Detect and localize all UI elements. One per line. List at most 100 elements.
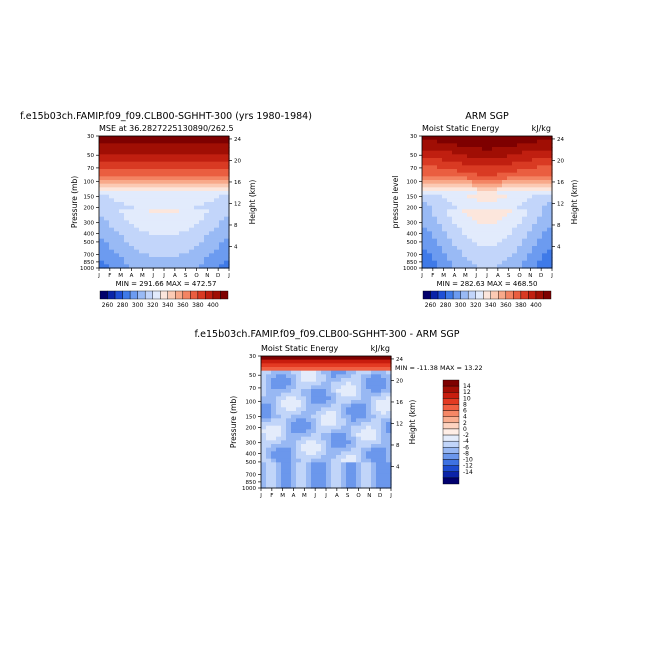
panel1-cell: [199, 224, 205, 229]
panel3-cell: [361, 425, 367, 430]
panel2-cell: [477, 154, 483, 159]
panel3-cell: [321, 469, 327, 474]
panel3-cell: [316, 418, 322, 423]
panel1-cell: [204, 136, 210, 141]
panel2-cell: [537, 216, 543, 221]
panel1-cell: [224, 198, 230, 203]
panel2-cell: [507, 249, 513, 254]
panel2-cell: [447, 147, 453, 152]
panel1-cell: [149, 194, 155, 199]
panel3-cell: [266, 367, 272, 372]
panel2-cell: [497, 180, 503, 185]
panel2-cell: [482, 169, 488, 174]
panel2-cell: [422, 220, 428, 225]
panel3-cell: [331, 477, 337, 482]
panel3-cell: [296, 414, 302, 419]
panel2-cell: [522, 235, 528, 240]
panel3-cell: [341, 484, 347, 489]
panel1-cell: [169, 209, 175, 214]
panel2-cell: [447, 257, 453, 262]
panel1-cell: [159, 191, 165, 196]
panel2-cell: [512, 172, 518, 177]
colorbar1: 260 280 300 320 340 360 380 400: [99, 290, 229, 309]
panel1-cell: [189, 209, 195, 214]
panel2-cell: [487, 257, 493, 262]
panel2-cell: [532, 176, 538, 181]
panel3-cell: [281, 444, 287, 449]
panel3-cell: [266, 389, 272, 394]
panel2-cell: [477, 161, 483, 166]
panel3-cell: [381, 378, 387, 383]
panel1-cell: [214, 253, 220, 258]
panel1-cell: [139, 260, 145, 265]
panel3-cell: [286, 422, 292, 427]
panel1-cell: [159, 257, 165, 262]
panel1-cell: [124, 202, 130, 207]
panel3-ytick-label: 1000: [242, 486, 256, 492]
panel3-cell: [356, 484, 362, 489]
panel2-cell: [537, 253, 543, 258]
panel1-cell: [199, 150, 205, 155]
panel1-cell: [164, 183, 170, 188]
panel2-ytick-label: 30: [410, 134, 417, 140]
panel2-cell: [477, 180, 483, 185]
panel2-cell: [432, 264, 438, 269]
panel2-cell: [542, 191, 548, 196]
panel2-y2tick-label: 16: [557, 180, 564, 186]
panel1-cell: [214, 161, 220, 166]
panel2-cell: [517, 202, 523, 207]
panel3-cell: [271, 356, 277, 361]
panel1-cell: [204, 253, 210, 258]
panel2-cell: [492, 198, 498, 203]
panel3-cell: [261, 385, 267, 390]
panel1-cell: [169, 150, 175, 155]
panel2-cell: [472, 253, 478, 258]
panel3-cell: [381, 381, 387, 386]
panel3-cell: [366, 422, 372, 427]
panel3-cell: [311, 436, 317, 441]
panel3-cell: [346, 458, 352, 463]
panel3-cell: [261, 466, 267, 471]
panel1-cell: [224, 220, 230, 225]
panel3-cell: [331, 418, 337, 423]
panel2-cell: [462, 205, 468, 210]
panel2-cell: [467, 187, 473, 192]
panel3-cell: [371, 440, 377, 445]
panel2-cell: [507, 183, 513, 188]
panel2-cell: [462, 213, 468, 218]
panel2-cell: [547, 253, 553, 258]
panel2-cell: [427, 183, 433, 188]
panel2-cell: [447, 231, 453, 236]
panel2-cell: [512, 246, 518, 251]
panel3-cell: [336, 429, 342, 434]
panel1-cell: [149, 205, 155, 210]
panel3-cell: [281, 392, 287, 397]
panel3-cell: [371, 455, 377, 460]
panel1-xtick-label: J: [97, 273, 100, 279]
panel2-cell: [457, 161, 463, 166]
panel1-cell: [214, 139, 220, 144]
panel3-cell: [386, 396, 392, 401]
panel3-cell: [366, 429, 372, 434]
panel2-cell: [527, 253, 533, 258]
panel3-cell: [326, 407, 332, 412]
panel1-cell: [134, 231, 140, 236]
panel3-cell: [281, 466, 287, 471]
panel3-ytick-label: 100: [246, 399, 257, 405]
panel3-cell: [266, 359, 272, 364]
panel3-cell: [301, 433, 307, 438]
panel3-cell: [346, 473, 352, 478]
panel1-cell: [189, 187, 195, 192]
panel2-cell: [547, 209, 553, 214]
panel1-cell: [189, 242, 195, 247]
panel1-cell: [134, 260, 140, 265]
panel3-cell: [276, 414, 282, 419]
panel2-cell: [497, 224, 503, 229]
panel1-cell: [164, 139, 170, 144]
panel3-cell: [376, 444, 382, 449]
panel2-cell: [497, 176, 503, 181]
panel1-cell: [179, 238, 185, 243]
panel1-cell: [199, 161, 205, 166]
panel1-cell: [119, 191, 125, 196]
panel3-cell: [261, 455, 267, 460]
